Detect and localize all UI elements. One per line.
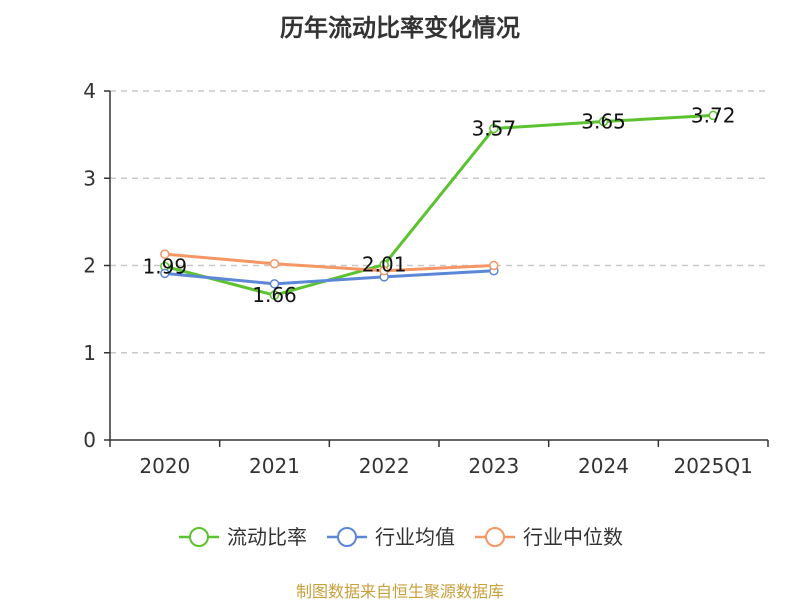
data-point: [269, 290, 280, 300]
data-label: 3.65: [581, 110, 626, 134]
series-line-0: [164, 113, 714, 297]
data-point: [489, 123, 499, 134]
x-tick-label: 2025Q1: [673, 454, 752, 478]
data-point: [598, 116, 609, 127]
chart-title: 历年流动比率变化情况: [280, 14, 520, 42]
y-tick-label: 2: [83, 254, 96, 278]
axes: 0 1 2 3 4 2020 2021 2022 2023 2024 2025Q1: [83, 79, 769, 478]
x-tick-label: 2024: [578, 454, 629, 478]
data-label: 3.72: [691, 103, 736, 127]
data-point: [379, 265, 389, 276]
data-point: [708, 110, 718, 121]
data-label: 1.66: [252, 283, 297, 307]
data-point: [489, 260, 499, 271]
data-label: 1.99: [143, 254, 188, 278]
data-point: [269, 279, 280, 289]
legend-label: 行业均值: [375, 525, 455, 549]
data-point: [160, 249, 170, 259]
x-tick-label: 2021: [249, 454, 300, 478]
legend-marker: [189, 527, 209, 547]
legend-label: 行业中位数: [523, 525, 623, 549]
data-point: [269, 259, 280, 269]
legend-marker: [337, 527, 357, 547]
y-tick-label: 1: [83, 341, 96, 365]
data-label: 3.57: [472, 117, 517, 141]
x-tick-label: 2022: [359, 454, 410, 478]
series-lines: [160, 110, 718, 300]
series-line-2: [164, 252, 494, 273]
legend: 流动比率 行业均值 行业中位数: [179, 525, 623, 549]
data-labels: 1.99 1.66 2.01 3.57 3.65 3.72: [143, 103, 736, 307]
y-tick-label: 0: [83, 428, 96, 452]
source-footer: 制图数据来自恒生聚源数据库: [295, 582, 504, 601]
grid-lines: [110, 90, 768, 354]
y-tick-label: 3: [83, 166, 96, 190]
legend-label: 流动比率: [227, 525, 307, 549]
data-point: [160, 268, 170, 279]
x-tick-label: 2020: [139, 454, 190, 478]
series-line-1: [164, 269, 494, 286]
legend-marker: [485, 527, 505, 547]
y-tick-label: 4: [83, 79, 96, 103]
data-label: 2.01: [362, 253, 407, 277]
x-tick-label: 2023: [468, 454, 519, 478]
